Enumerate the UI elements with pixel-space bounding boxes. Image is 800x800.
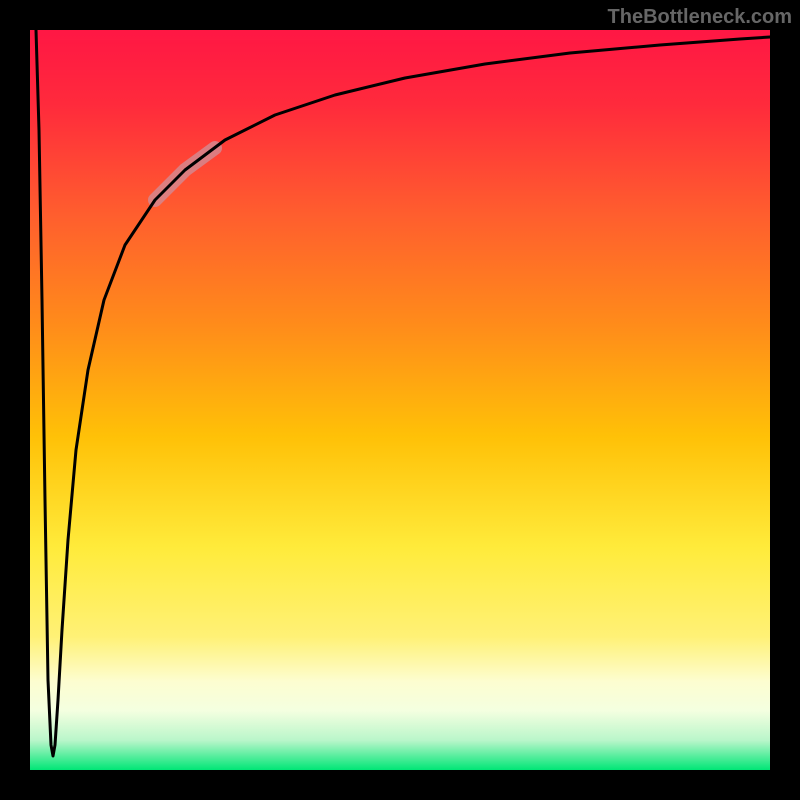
chart-container: TheBottleneck.com: [0, 0, 800, 800]
attribution-text: TheBottleneck.com: [608, 6, 792, 29]
bottleneck-chart: [0, 0, 800, 800]
